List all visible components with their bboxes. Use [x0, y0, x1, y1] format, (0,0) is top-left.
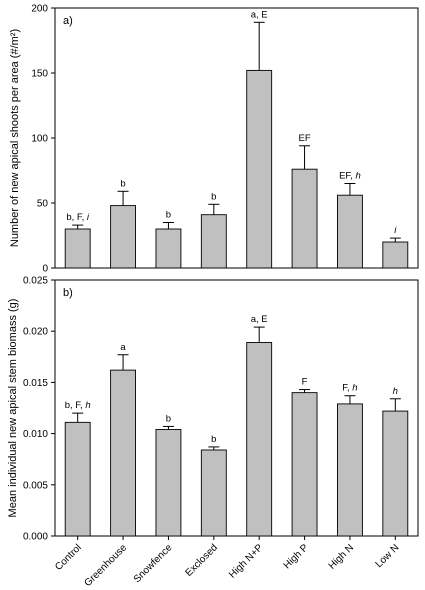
bar-snowfence — [155, 228, 182, 269]
x-tick-label: Exclosed — [183, 542, 219, 578]
significance-label-part: a, E — [251, 314, 268, 325]
y-tick-label: 0.025 — [23, 276, 48, 287]
significance-label-part: b — [166, 413, 171, 424]
y-tick-label: 100 — [31, 134, 48, 145]
y-tick-label: 0.005 — [23, 480, 48, 491]
significance-label-part: b, F, — [66, 212, 87, 223]
bar-snowfence — [155, 429, 182, 537]
bar-control — [64, 421, 91, 537]
bar-greenhouse — [110, 205, 136, 269]
bar-high-n — [337, 403, 363, 537]
bar-low-n — [382, 410, 409, 537]
significance-label: b — [166, 413, 171, 424]
significance-label: b — [211, 434, 216, 445]
y-tick-label: 200 — [31, 4, 48, 15]
bar-greenhouse — [110, 369, 136, 537]
bar-exclosed — [200, 214, 227, 269]
significance-label: F — [302, 377, 308, 388]
significance-label: b, F, i — [66, 212, 90, 223]
y-axis-label: Number of new apical shoots per area (#/… — [9, 29, 21, 247]
plot-frame — [54, 7, 419, 269]
significance-label: h — [393, 386, 398, 397]
y-tick-label: 0.020 — [23, 327, 48, 338]
bar-high-p — [291, 168, 318, 269]
significance-label-part: F, — [342, 383, 352, 394]
significance-label: a — [120, 342, 126, 353]
significance-label: EF — [298, 133, 310, 144]
bar-high-n — [337, 194, 363, 269]
panel-label: a) — [63, 15, 73, 27]
bar-control — [64, 228, 91, 269]
significance-label: EF, h — [339, 171, 361, 182]
y-axis-label: Mean individual new apical stem biomass … — [7, 299, 19, 518]
significance-label: b — [166, 210, 171, 221]
significance-label: a, E — [251, 9, 268, 20]
y-tick-label: 0.000 — [23, 532, 48, 543]
significance-label-part: h — [355, 171, 360, 182]
x-tick-label: Snowfence — [132, 542, 175, 585]
significance-label-part: a, E — [251, 9, 268, 20]
significance-label-part: b, F, — [65, 400, 86, 411]
significance-label-part: i — [87, 212, 90, 223]
bar-high-n-p — [246, 342, 273, 537]
significance-label-part: EF, — [339, 171, 355, 182]
significance-label: F, h — [342, 383, 357, 394]
y-tick-label: 0 — [42, 264, 48, 275]
significance-label-part: b — [211, 191, 216, 202]
significance-label-part: h — [393, 386, 398, 397]
significance-label: a, E — [251, 314, 268, 325]
significance-label-part: h — [85, 400, 90, 411]
y-tick-label: 0.015 — [23, 378, 48, 389]
plot-frame — [54, 279, 419, 537]
bar-high-n-p — [246, 69, 273, 269]
significance-label-part: i — [394, 225, 397, 236]
y-tick-label: 150 — [31, 69, 48, 80]
significance-label-part: EF — [298, 133, 310, 144]
significance-label: b — [211, 191, 216, 202]
significance-label-part: a — [120, 342, 126, 353]
bar-exclosed — [200, 449, 227, 537]
significance-label-part: b — [120, 178, 125, 189]
significance-label: i — [394, 225, 397, 236]
x-tick-label: Control — [53, 542, 84, 573]
x-tick-label: Low N — [374, 542, 402, 570]
significance-label: b, F, h — [65, 400, 91, 411]
panel-b: 0.000 0.005 0.010 0.015 0.020 0.025 Mean indiv… — [7, 276, 419, 589]
y-tick-label: 50 — [37, 199, 49, 210]
panel-label: b) — [63, 287, 73, 299]
y-tick-label: 0.010 — [23, 429, 48, 440]
significance-label-part: h — [352, 383, 357, 394]
x-tick-label: High N — [327, 542, 356, 571]
x-tick-label: High N+P — [227, 542, 265, 580]
x-tick-label: High P — [282, 542, 311, 571]
bar-low-n — [382, 241, 409, 269]
panel-a: 0 50 100 150 200 Number of new apical shoots … — [9, 4, 419, 275]
significance-label: b — [120, 178, 125, 189]
significance-label-part: b — [166, 210, 171, 221]
significance-label-part: b — [211, 434, 216, 445]
bar-high-p — [291, 392, 318, 537]
significance-label-part: F — [302, 377, 308, 388]
x-tick-label: Greenhouse — [82, 542, 129, 589]
